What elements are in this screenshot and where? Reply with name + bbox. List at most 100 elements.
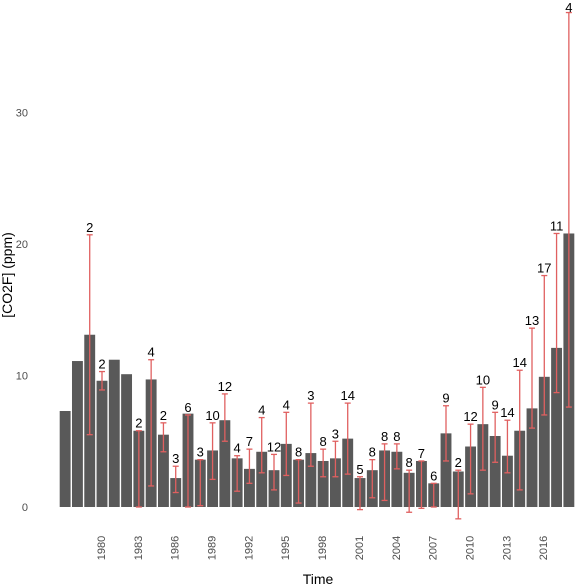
error-bar-2000 (344, 402, 351, 475)
bar-1980 (96, 380, 108, 507)
count-label-1986: 3 (172, 451, 179, 466)
bar-2017 (551, 347, 563, 507)
count-label-2000: 14 (340, 388, 354, 403)
bar-2015 (526, 408, 538, 508)
bar-2016 (538, 376, 550, 507)
x-tick-2004: 2004 (391, 536, 403, 560)
y-axis-ticks: 0 10 20 30 (16, 108, 28, 515)
x-axis-label: Time (303, 571, 334, 587)
x-tick-1986: 1986 (170, 536, 182, 560)
count-label-2004: 8 (393, 429, 400, 444)
error-bar-2003 (381, 443, 388, 502)
error-bar-2007 (430, 482, 437, 508)
count-label-2003: 8 (381, 429, 388, 444)
x-tick-1995: 1995 (280, 536, 292, 560)
count-label-2009: 2 (455, 455, 462, 470)
error-bar-1997 (307, 402, 314, 467)
error-bar-2011 (479, 386, 486, 471)
bars (59, 233, 575, 508)
bar-1992 (243, 468, 255, 507)
x-tick-1980: 1980 (96, 536, 108, 560)
bar-1978 (71, 361, 83, 507)
error-bar-1992 (246, 448, 253, 484)
y-tick-10: 10 (16, 371, 28, 383)
count-label-2018: 4 (565, 0, 572, 15)
error-bar-1985 (160, 422, 167, 453)
y-tick-30: 30 (16, 108, 28, 120)
error-bars (86, 11, 572, 520)
error-bar-2009 (455, 469, 462, 520)
error-bar-2004 (393, 443, 400, 470)
error-bar-2010 (467, 423, 474, 495)
count-label-1995: 4 (283, 397, 290, 412)
bar-1997 (305, 453, 317, 507)
error-bar-1996 (295, 459, 302, 504)
error-bar-2005 (406, 469, 413, 513)
count-label-1979: 2 (86, 220, 93, 235)
count-label-2010: 12 (463, 409, 477, 424)
count-label-2016: 17 (537, 261, 551, 276)
count-label-1984: 4 (148, 345, 155, 360)
y-tick-0: 0 (22, 502, 28, 514)
error-bar-1983 (135, 430, 142, 508)
error-bar-1987 (185, 414, 191, 508)
count-label-2015: 13 (525, 313, 539, 328)
bar-2012 (489, 435, 501, 507)
count-label-1989: 10 (205, 408, 219, 423)
count-label-1991: 4 (234, 441, 241, 456)
count-label-1983: 2 (135, 416, 142, 431)
error-bar-2015 (529, 327, 535, 429)
count-label-1996: 8 (295, 445, 302, 460)
x-tick-2001: 2001 (354, 536, 366, 560)
y-axis-label: [CO2F] (ppm) (0, 232, 15, 318)
bar-1999 (329, 458, 341, 507)
count-label-1985: 2 (160, 408, 167, 423)
count-label-1994: 12 (267, 439, 281, 454)
bar-1982 (121, 374, 133, 507)
count-label-2001: 5 (356, 462, 363, 477)
y-tick-20: 20 (16, 239, 28, 251)
error-bar-1990 (221, 393, 228, 442)
error-bar-1988 (197, 459, 204, 507)
count-label-1992: 7 (246, 434, 253, 449)
count-label-2007: 6 (430, 468, 437, 483)
bar-1977 (59, 411, 71, 507)
error-bar-1991 (234, 455, 241, 492)
error-bar-2006 (418, 460, 425, 509)
count-label-2017: 11 (550, 218, 564, 233)
error-bar-1986 (172, 465, 179, 494)
error-bar-2017 (553, 232, 560, 394)
count-label-2006: 7 (418, 446, 425, 461)
error-bar-2018 (565, 11, 572, 408)
x-tick-1992: 1992 (243, 536, 255, 560)
count-label-1987: 6 (184, 400, 191, 415)
count-label-1980: 2 (98, 357, 105, 372)
error-bar-1994 (271, 453, 277, 491)
bar-1990 (219, 420, 231, 507)
bar-1993 (256, 451, 268, 507)
x-tick-2010: 2010 (464, 536, 476, 560)
count-label-2012: 9 (492, 397, 499, 412)
error-bar-1979 (86, 234, 93, 436)
count-label-2005: 8 (406, 455, 413, 470)
error-bar-1993 (258, 416, 265, 474)
count-label-1999: 3 (332, 426, 339, 441)
x-axis-ticks: 1980 1983 1986 1989 1992 1995 1998 2001 2004 2007… (96, 536, 550, 560)
x-tick-2013: 2013 (501, 536, 513, 560)
error-bar-2013 (504, 419, 511, 474)
error-bar-2014 (516, 369, 523, 491)
x-tick-1983: 1983 (133, 536, 145, 560)
error-bar-2001 (357, 476, 363, 511)
bar-1985 (157, 434, 169, 507)
x-tick-1998: 1998 (317, 536, 329, 560)
error-bar-2008 (443, 405, 449, 462)
x-tick-2007: 2007 (428, 536, 440, 560)
count-label-1993: 4 (258, 403, 265, 418)
bar-2008 (440, 433, 452, 507)
error-bar-2002 (369, 459, 376, 499)
count-label-2013: 14 (500, 405, 514, 420)
error-bar-1984 (148, 359, 155, 487)
count-label-2002: 8 (369, 445, 376, 460)
